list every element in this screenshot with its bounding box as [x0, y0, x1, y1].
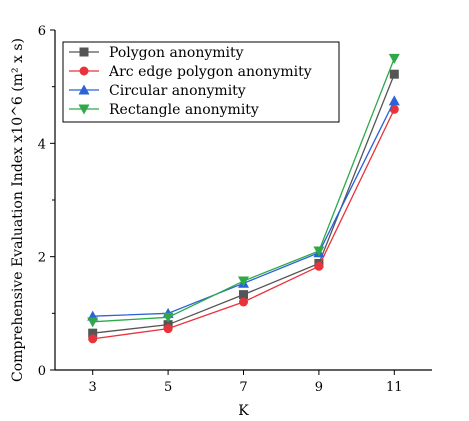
data-point [314, 261, 324, 271]
legend-entry: Arc edge polygon anonymity [69, 64, 312, 80]
x-tick-label: 3 [89, 380, 97, 395]
legend: Polygon anonymity Arc edge polygon anonym… [62, 41, 340, 123]
series-1 [88, 104, 399, 344]
data-point [389, 69, 399, 79]
y-tick-label: 0 [38, 364, 46, 379]
legend-label: Polygon anonymity [109, 45, 244, 61]
data-point [388, 53, 400, 64]
legend-label: Rectangle anonymity [109, 102, 259, 118]
legend-label: Arc edge polygon anonymity [108, 64, 312, 80]
legend-swatch-marker [78, 84, 90, 95]
legend-swatch-marker [79, 66, 89, 76]
series-2 [87, 95, 400, 321]
legend-swatch-marker [78, 104, 90, 115]
y-tick-label: 2 [38, 251, 46, 266]
data-point [239, 290, 248, 300]
x-tick-label: 9 [315, 380, 323, 395]
data-point [389, 104, 399, 114]
x-tick-label: 11 [386, 380, 403, 395]
data-point [163, 324, 173, 334]
series-3 [87, 53, 400, 328]
y-tick-label: 4 [38, 137, 46, 152]
data-point [87, 317, 99, 328]
y-axis-label: Comprehensive Evaluation Index x10^6 (m²… [10, 38, 26, 382]
legend-entry: Rectangle anonymity [69, 102, 259, 118]
data-point [313, 246, 325, 257]
ticks: 3 5 7 9 11 0 2 4 6 [38, 24, 403, 395]
data-point [238, 276, 249, 287]
legend-box [62, 41, 340, 123]
legend-entry: Polygon anonymity [69, 45, 244, 61]
data-point [162, 312, 174, 323]
x-tick-label: 7 [239, 380, 247, 395]
y-tick-label: 6 [38, 24, 46, 39]
legend-entry: Circular anonymity [69, 83, 246, 99]
x-axis-label: K [238, 403, 249, 419]
data-point [88, 328, 98, 338]
series-layer [87, 53, 400, 344]
data-point [88, 334, 98, 344]
x-tick-label: 5 [164, 380, 172, 395]
data-point [388, 95, 400, 106]
legend-label: Circular anonymity [109, 83, 246, 99]
data-point [239, 297, 248, 307]
legend-swatch-marker [79, 47, 89, 57]
